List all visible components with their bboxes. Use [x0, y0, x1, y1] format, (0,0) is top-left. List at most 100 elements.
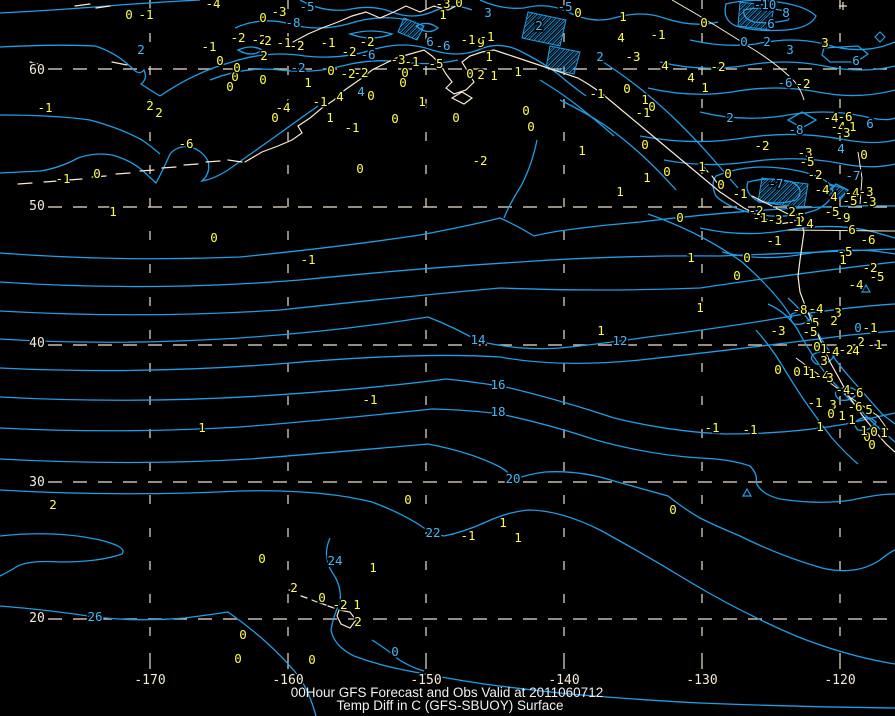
contour-line — [371, 639, 425, 672]
station-value: -2 — [340, 66, 355, 81]
station-value: -2 — [251, 32, 266, 47]
contour-line — [0, 261, 895, 316]
contour-line — [639, 133, 895, 144]
station-value: -4 — [824, 344, 839, 359]
station-value: 0 — [356, 161, 364, 176]
station-value: -1 — [344, 120, 359, 135]
station-value: -3 — [835, 125, 850, 140]
latitude-label: 50 — [29, 199, 45, 214]
station-value: -2 — [862, 260, 877, 275]
station-value: -1 — [862, 320, 877, 335]
border-california-nevada — [795, 357, 889, 431]
station-value: 0 — [733, 268, 741, 283]
border-us-canada — [787, 229, 895, 232]
contour-line — [699, 111, 895, 121]
station-value: -4 — [275, 100, 290, 115]
station-value: -1 — [201, 39, 216, 54]
dense-contour-patch — [521, 11, 567, 47]
station-value: -5 — [802, 324, 817, 339]
station-value: 1 — [304, 75, 312, 90]
longitude-label: -150 — [410, 673, 441, 688]
contour-line — [0, 489, 895, 665]
station-value: 1 — [802, 363, 810, 378]
contour-value-label: -5 — [299, 0, 314, 14]
dense-contour-patches — [397, 1, 849, 209]
station-value: -3 — [858, 184, 873, 199]
station-value: 0 — [466, 66, 474, 81]
contour-line — [299, 0, 473, 17]
station-value: -4 — [814, 182, 829, 197]
station-value: -2 — [289, 38, 304, 53]
station-value: 2 — [260, 48, 268, 63]
station-value: 1 — [880, 425, 888, 440]
coastline-haida-gwaii — [699, 161, 719, 185]
station-value: -3 — [770, 323, 785, 338]
station-value: -2 — [359, 34, 374, 49]
coastline-kodiak-island — [450, 91, 474, 105]
contour-value-label: 6 — [426, 34, 434, 49]
station-value: 0 — [527, 119, 535, 134]
station-value: -2 — [807, 167, 822, 182]
station-value: -2 — [838, 342, 853, 357]
station-value: 1 — [514, 530, 522, 545]
contour-value-label: 26 — [87, 609, 102, 624]
station-value: 1 — [701, 80, 709, 95]
station-value: -2 — [353, 65, 368, 80]
station-value: 0 — [574, 5, 582, 20]
contour-line — [559, 99, 677, 191]
station-value: -3 — [861, 194, 876, 209]
station-value: 1 — [490, 68, 498, 83]
coastline-vancouver-island — [751, 195, 793, 217]
contour-value-label: 4 — [357, 84, 365, 99]
station-value: 1 — [499, 515, 507, 530]
station-value: 0 — [271, 110, 279, 125]
station-value: -3 — [625, 49, 640, 64]
coastline-alaska-north — [292, 3, 461, 43]
contour-value-label: 12 — [612, 333, 627, 348]
contour-value-label: 6 — [866, 116, 874, 131]
station-value: 1 — [696, 300, 704, 315]
contour-value-label: 0 — [391, 644, 399, 659]
station-value: 3 — [829, 397, 837, 412]
coastline-aleutians — [17, 159, 243, 185]
station-value: 1 — [820, 341, 828, 356]
station-value: 1 — [109, 204, 117, 219]
contour-value-label: -5 — [557, 0, 572, 14]
station-value: -6 — [860, 232, 875, 247]
contour-line — [787, 297, 895, 425]
contour-line — [786, 111, 818, 129]
station-value: -2 — [230, 30, 245, 45]
station-value: -4 — [830, 119, 845, 134]
contour-value-label: -6 — [360, 47, 375, 62]
coastline-bc-panhandle — [587, 83, 801, 225]
coastlines — [17, 0, 895, 629]
contour-line — [755, 329, 859, 465]
station-value: -3 — [271, 4, 286, 19]
contour-line — [0, 605, 317, 716]
station-value: 2 — [146, 98, 154, 113]
station-value: 2 — [788, 204, 796, 219]
station-value: 1 — [619, 9, 627, 24]
station-value: 1 — [860, 423, 868, 438]
station-value: -2 — [332, 597, 347, 612]
station-value: 0 — [401, 65, 409, 80]
station-value: 0 — [234, 651, 242, 666]
contour-value-label: 24 — [327, 553, 342, 568]
contour-line — [0, 330, 895, 372]
contour-line — [539, 79, 615, 137]
station-value: -5 — [804, 315, 819, 330]
station-value: -4 — [848, 277, 863, 292]
station-value: 0 — [327, 63, 335, 78]
station-value: 3 — [834, 305, 842, 320]
contour-value-label: -6 — [435, 38, 450, 53]
station-value: 4 — [852, 343, 860, 358]
contour-value-label: 2 — [726, 110, 734, 125]
station-value: 4 — [617, 30, 625, 45]
station-value: 0 — [641, 137, 649, 152]
contour-value-label: -7 — [845, 168, 860, 183]
station-value: 0 — [860, 147, 868, 162]
contour-value-label: 20 — [505, 471, 520, 486]
contour-value-label: 6 — [767, 16, 775, 31]
